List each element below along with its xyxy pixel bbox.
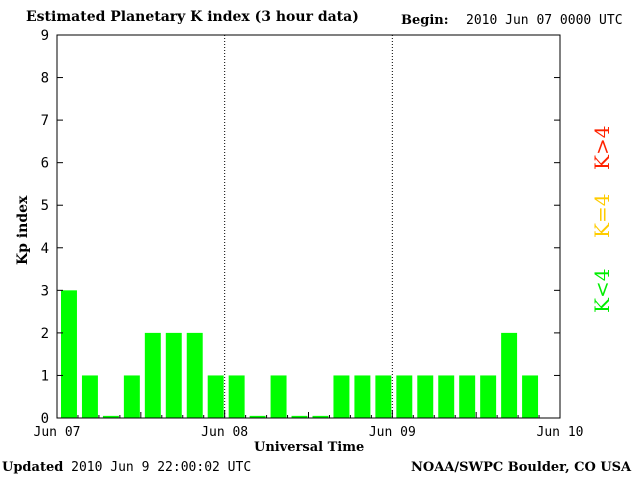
y-tick-label: 1	[41, 368, 49, 384]
kp-bar	[438, 375, 455, 418]
kp-bar	[312, 415, 329, 418]
y-tick-label: 9	[41, 28, 49, 44]
kp-bar	[396, 375, 413, 418]
y-tick-label: 8	[41, 71, 49, 87]
kp-bar	[207, 375, 224, 418]
kp-bar	[375, 375, 392, 418]
kp-bar	[165, 332, 182, 418]
x-tick-label: Jun 07	[34, 425, 81, 440]
kp-bar	[81, 375, 98, 418]
begin-value: 2010 Jun 07 0000 UTC	[466, 13, 623, 28]
x-axis-label: Universal Time	[254, 440, 365, 455]
legend-k-equal-4: K=4	[590, 193, 614, 238]
updated-text: Updated 2010 Jun 9 22:00:02 UTC	[2, 460, 251, 475]
y-tick-label: 6	[41, 156, 49, 172]
kp-bar	[228, 375, 245, 418]
kp-bar	[249, 415, 266, 418]
kp-bar	[501, 332, 518, 418]
y-tick-label: 7	[41, 113, 49, 129]
kp-bar	[186, 332, 203, 418]
x-tick-label: Jun 08	[201, 425, 248, 440]
y-tick-label: 3	[41, 283, 49, 299]
x-tick-label: Jun 10	[537, 425, 584, 440]
y-tick-label: 0	[41, 411, 49, 427]
kp-bar	[459, 375, 476, 418]
kp-bar	[417, 375, 434, 418]
chart-title: Estimated Planetary K index (3 hour data…	[26, 9, 359, 25]
day-dividers	[224, 35, 393, 418]
kp-bar	[354, 375, 371, 418]
begin-label: Begin:	[401, 13, 449, 28]
legend-k-above-4: K>4	[590, 125, 614, 170]
y-tick-label: 5	[41, 198, 49, 214]
kp-bar	[270, 375, 287, 418]
kp-bar	[123, 375, 140, 418]
x-tick-label: Jun 09	[369, 425, 416, 440]
y-tick-label: 2	[41, 326, 49, 342]
legend-k-below-4: K<4	[590, 268, 614, 313]
kp-bar	[102, 415, 119, 418]
source-credit: NOAA/SWPC Boulder, CO USA	[411, 460, 632, 475]
y-axis-label: Kp index	[15, 195, 31, 265]
updated-value: 2010 Jun 9 22:00:02 UTC	[71, 460, 252, 475]
tick-labels: 0 1 2 3 4 5 6 7 8 9 Jun 07 Jun 08 Jun 09 Jun 10	[34, 28, 584, 440]
kp-bar	[480, 375, 497, 418]
y-tick-label: 4	[41, 241, 49, 257]
kp-bar	[61, 290, 77, 418]
kp-bar	[144, 332, 161, 418]
bars-group	[61, 290, 539, 418]
kp-bar	[291, 415, 308, 418]
plot-frame	[56, 34, 561, 419]
updated-label: Updated	[2, 460, 64, 475]
kp-bar	[333, 375, 350, 418]
kp-bar	[522, 375, 539, 418]
tick-marks	[56, 34, 561, 419]
